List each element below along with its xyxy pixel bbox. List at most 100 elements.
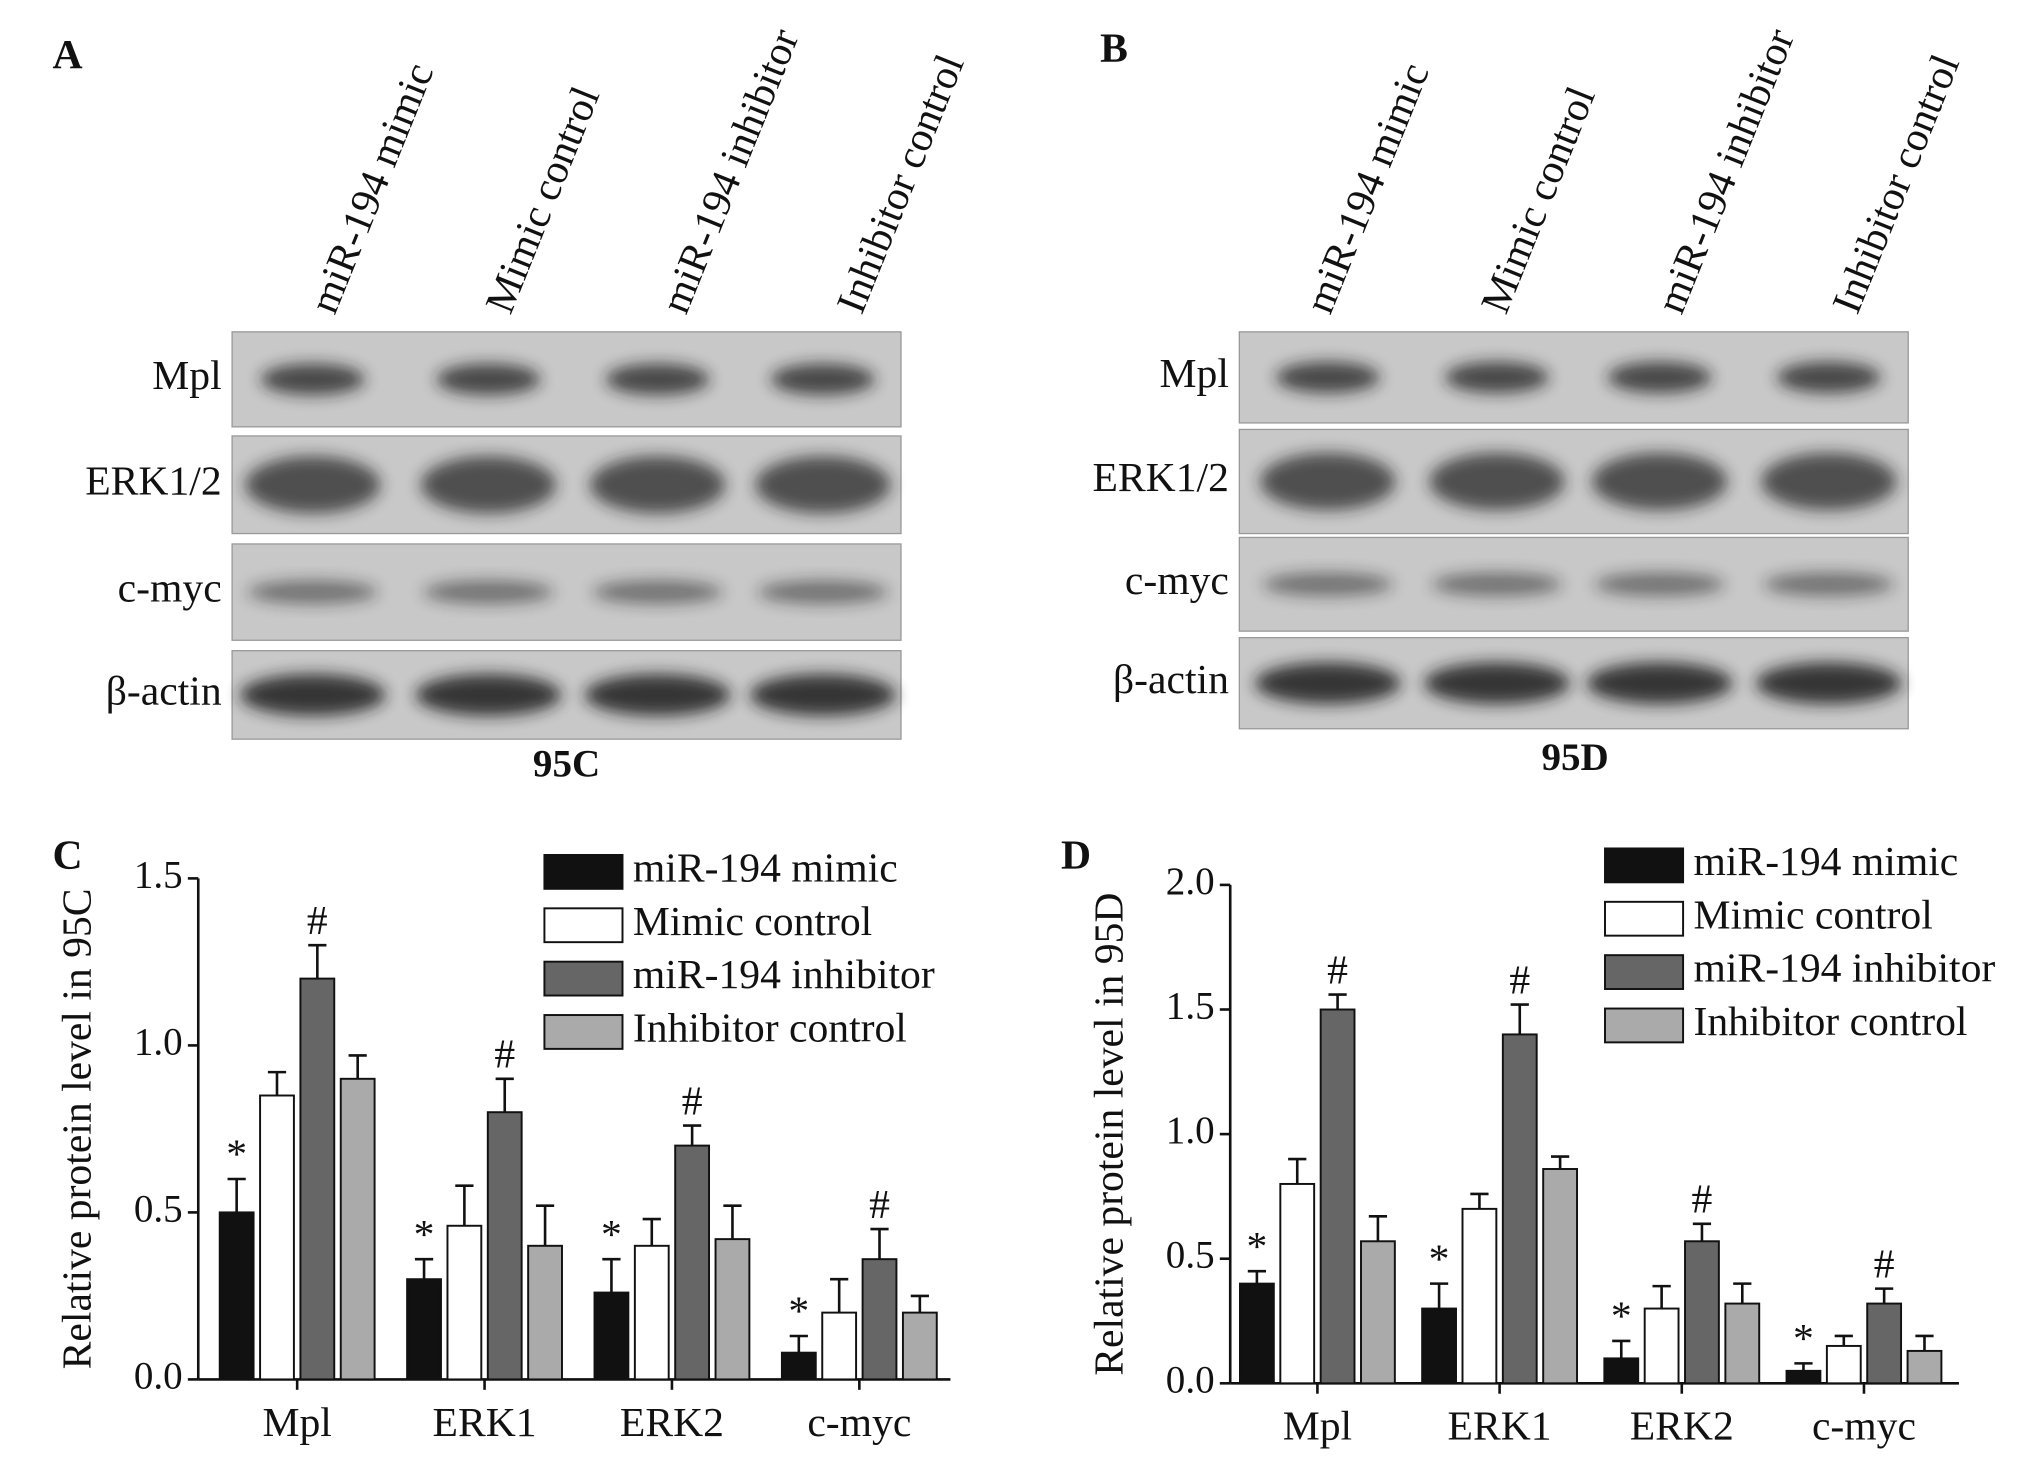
x-tick-label: Mpl <box>1283 1404 1352 1450</box>
legend-label: Mimic control <box>633 899 872 945</box>
significance-mark: # <box>1509 957 1530 1003</box>
bar <box>299 977 336 1381</box>
blot-band <box>589 456 726 514</box>
blot-band <box>260 363 365 395</box>
bar <box>861 1258 898 1381</box>
blot-band <box>1254 662 1401 705</box>
blot-band <box>1763 572 1894 597</box>
y-axis-label: Relative protein level in 95C <box>55 888 101 1369</box>
lane-label: miR-194 mimic <box>1297 57 1439 320</box>
significance-mark: * <box>788 1289 809 1335</box>
bar <box>446 1224 483 1381</box>
row-label: Mpl <box>152 353 221 399</box>
bar <box>1319 1008 1356 1385</box>
bar <box>1360 1240 1396 1385</box>
y-axis-label: Relative protein level in 95D <box>1087 893 1133 1376</box>
blot-band <box>420 456 557 514</box>
y-tick-label: 1.0 <box>1166 1109 1215 1152</box>
lane-label: Mimic control <box>477 81 609 320</box>
lane-label: miR-194 mimic <box>301 57 443 320</box>
blot-band <box>750 674 896 716</box>
significance-mark: * <box>1246 1224 1267 1270</box>
bar <box>259 1094 295 1381</box>
significance-mark: # <box>1874 1241 1895 1287</box>
blot-band <box>1594 572 1725 597</box>
legend-swatch <box>543 854 624 890</box>
bar <box>633 1244 670 1381</box>
blot-band <box>239 674 386 716</box>
bar <box>1724 1302 1761 1385</box>
blot-band <box>1755 662 1902 705</box>
x-tick-label: ERK2 <box>620 1400 724 1446</box>
legend-label: miR-194 inhibitor <box>633 952 935 998</box>
blot-band <box>245 456 381 514</box>
blot-band <box>1586 662 1733 705</box>
blot-band <box>757 580 888 604</box>
bar <box>1603 1357 1640 1385</box>
blot-band <box>1275 361 1380 394</box>
bar <box>821 1311 858 1381</box>
significance-mark: * <box>226 1132 247 1178</box>
blot-band <box>415 674 562 716</box>
row-label: c-myc <box>1125 558 1229 604</box>
bar <box>527 1244 563 1381</box>
row-label: β-actin <box>106 668 222 714</box>
panel-letter: A <box>53 32 83 78</box>
bar <box>1421 1307 1457 1385</box>
legend-swatch <box>543 960 624 997</box>
blot-band <box>1591 452 1728 511</box>
row-label: c-myc <box>118 566 222 612</box>
y-tick-label: 0.5 <box>134 1187 183 1230</box>
row-label: β-actin <box>1113 657 1229 703</box>
cell-line-label: 95D <box>1541 736 1608 779</box>
blot-band <box>1424 662 1570 705</box>
lane-label: Inhibitor control <box>828 48 973 319</box>
x-tick-label: c-myc <box>1812 1404 1916 1450</box>
blot-band <box>770 363 875 395</box>
bar <box>780 1351 817 1381</box>
panel-letter: D <box>1061 832 1091 878</box>
significance-mark: * <box>1793 1316 1814 1362</box>
significance-mark: # <box>869 1182 890 1228</box>
bar <box>674 1144 711 1381</box>
blot-band <box>436 363 541 395</box>
y-tick-label: 1.0 <box>134 1020 183 1063</box>
blot-band <box>1607 361 1712 394</box>
y-tick-label: 1.5 <box>1166 984 1215 1027</box>
row-label: ERK1/2 <box>85 458 221 504</box>
significance-mark: # <box>1327 947 1348 993</box>
blot-band <box>584 674 731 716</box>
bar <box>339 1077 376 1381</box>
legend-swatch <box>1604 1007 1685 1044</box>
significance-mark: # <box>682 1078 703 1124</box>
legend-swatch <box>543 907 624 944</box>
bar <box>1542 1168 1579 1385</box>
legend-label: Inhibitor control <box>633 1006 907 1052</box>
row-label: Mpl <box>1160 351 1229 397</box>
bar <box>1825 1344 1862 1385</box>
x-tick-label: Mpl <box>262 1400 331 1446</box>
lane-label: miR-194 inhibitor <box>653 22 809 319</box>
y-tick-label: 2.0 <box>1166 860 1215 903</box>
blot-band <box>247 580 378 604</box>
blot-band <box>1444 361 1550 394</box>
x-tick-label: ERK1 <box>433 1400 537 1446</box>
blot-band <box>1761 452 1897 511</box>
legend-swatch <box>543 1014 624 1050</box>
lane-label: Inhibitor control <box>1824 48 1969 319</box>
blot-band <box>1262 572 1393 597</box>
bar <box>593 1291 630 1381</box>
bar <box>1684 1240 1720 1385</box>
blot-band <box>1429 452 1565 511</box>
legend-label: miR-194 mimic <box>1693 839 1958 885</box>
legend-label: miR-194 inhibitor <box>1693 946 1995 992</box>
bar <box>1239 1282 1275 1385</box>
significance-mark: * <box>1429 1236 1450 1282</box>
legend-label: Inhibitor control <box>1693 999 1967 1045</box>
blot-band <box>605 363 710 395</box>
significance-mark: # <box>307 898 328 944</box>
bar <box>406 1278 442 1381</box>
x-tick-label: ERK1 <box>1448 1404 1552 1450</box>
